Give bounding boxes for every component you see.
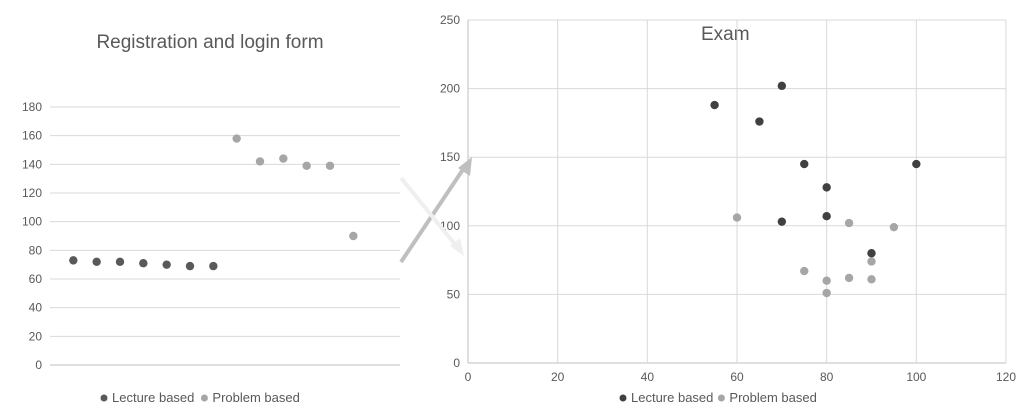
data-point <box>800 266 809 276</box>
legend-marker <box>619 394 627 402</box>
y-tick-label: 180 <box>22 100 42 114</box>
data-point <box>822 183 831 192</box>
data-point <box>710 100 719 110</box>
data-point <box>822 211 831 221</box>
x-tick-label: 0 <box>465 370 472 384</box>
y-tick-label: 60 <box>29 272 43 286</box>
data-point <box>185 261 195 271</box>
x-tick-label: 60 <box>730 370 744 384</box>
data-point <box>139 259 148 268</box>
y-tick-label: 80 <box>29 243 43 257</box>
x-tick-label: 40 <box>641 370 655 384</box>
data-point <box>755 117 764 126</box>
data-point <box>302 161 311 170</box>
y-tick-label: 50 <box>447 287 461 301</box>
data-point <box>800 159 809 169</box>
x-tick-label: 80 <box>820 370 834 384</box>
data-point <box>867 249 876 258</box>
legend-label: Problem based <box>729 390 816 405</box>
chart-title: Exam <box>701 24 750 45</box>
y-tick-label: 100 <box>440 219 460 233</box>
data-point <box>279 154 288 163</box>
y-tick-label: 200 <box>440 82 460 96</box>
chart-title: Registration and login form <box>96 32 323 53</box>
data-point <box>844 218 854 228</box>
data-point <box>912 159 921 169</box>
legend-label: Lecture based <box>112 390 194 405</box>
legend-marker <box>200 394 208 402</box>
data-point <box>867 257 876 266</box>
data-point <box>844 273 854 283</box>
legend-label: Lecture based <box>631 390 713 405</box>
data-point <box>232 134 241 143</box>
registration-chart: Registration and login form 0 20 40 60 80 100 1… <box>22 32 400 405</box>
left-chart-panel: Registration and login form 0 20 40 60 80 100 1… <box>0 0 400 409</box>
legend-label: Problem based <box>212 390 299 405</box>
data-point <box>325 161 335 170</box>
data-point <box>822 276 831 285</box>
y-tick-label: 20 <box>29 329 43 343</box>
y-tick-label: 160 <box>22 129 42 143</box>
data-point <box>349 231 358 241</box>
data-point <box>92 257 101 266</box>
y-tick-label: 150 <box>440 150 460 164</box>
data-point <box>162 260 171 269</box>
data-point <box>867 275 876 284</box>
data-point <box>69 256 78 265</box>
legend-marker <box>100 394 108 402</box>
data-point <box>777 81 787 91</box>
data-point <box>822 288 831 298</box>
data-point <box>255 157 265 166</box>
legend-marker <box>717 394 725 402</box>
y-tick-label: 0 <box>453 356 460 370</box>
y-tick-label: 40 <box>29 301 43 315</box>
data-point <box>777 217 787 226</box>
y-tick-label: 100 <box>22 215 42 229</box>
data-point <box>115 257 125 266</box>
exam-chart: Exam 0 50 100 150 200 250 0 20 40 60 80 100 120 Lectur… <box>440 13 1016 405</box>
y-tick-label: 140 <box>22 157 42 171</box>
x-tick-label: 20 <box>551 370 565 384</box>
y-tick-label: 120 <box>22 186 42 200</box>
right-chart-panel: Exam 0 50 100 150 200 250 0 20 40 60 80 100 120 Lectur… <box>418 0 1020 409</box>
data-point <box>209 261 218 271</box>
data-point <box>732 213 742 222</box>
data-point <box>889 222 899 232</box>
y-tick-label: 0 <box>35 358 42 372</box>
x-tick-label: 100 <box>906 370 926 384</box>
y-tick-label: 250 <box>440 13 460 27</box>
x-tick-label: 120 <box>996 370 1016 384</box>
